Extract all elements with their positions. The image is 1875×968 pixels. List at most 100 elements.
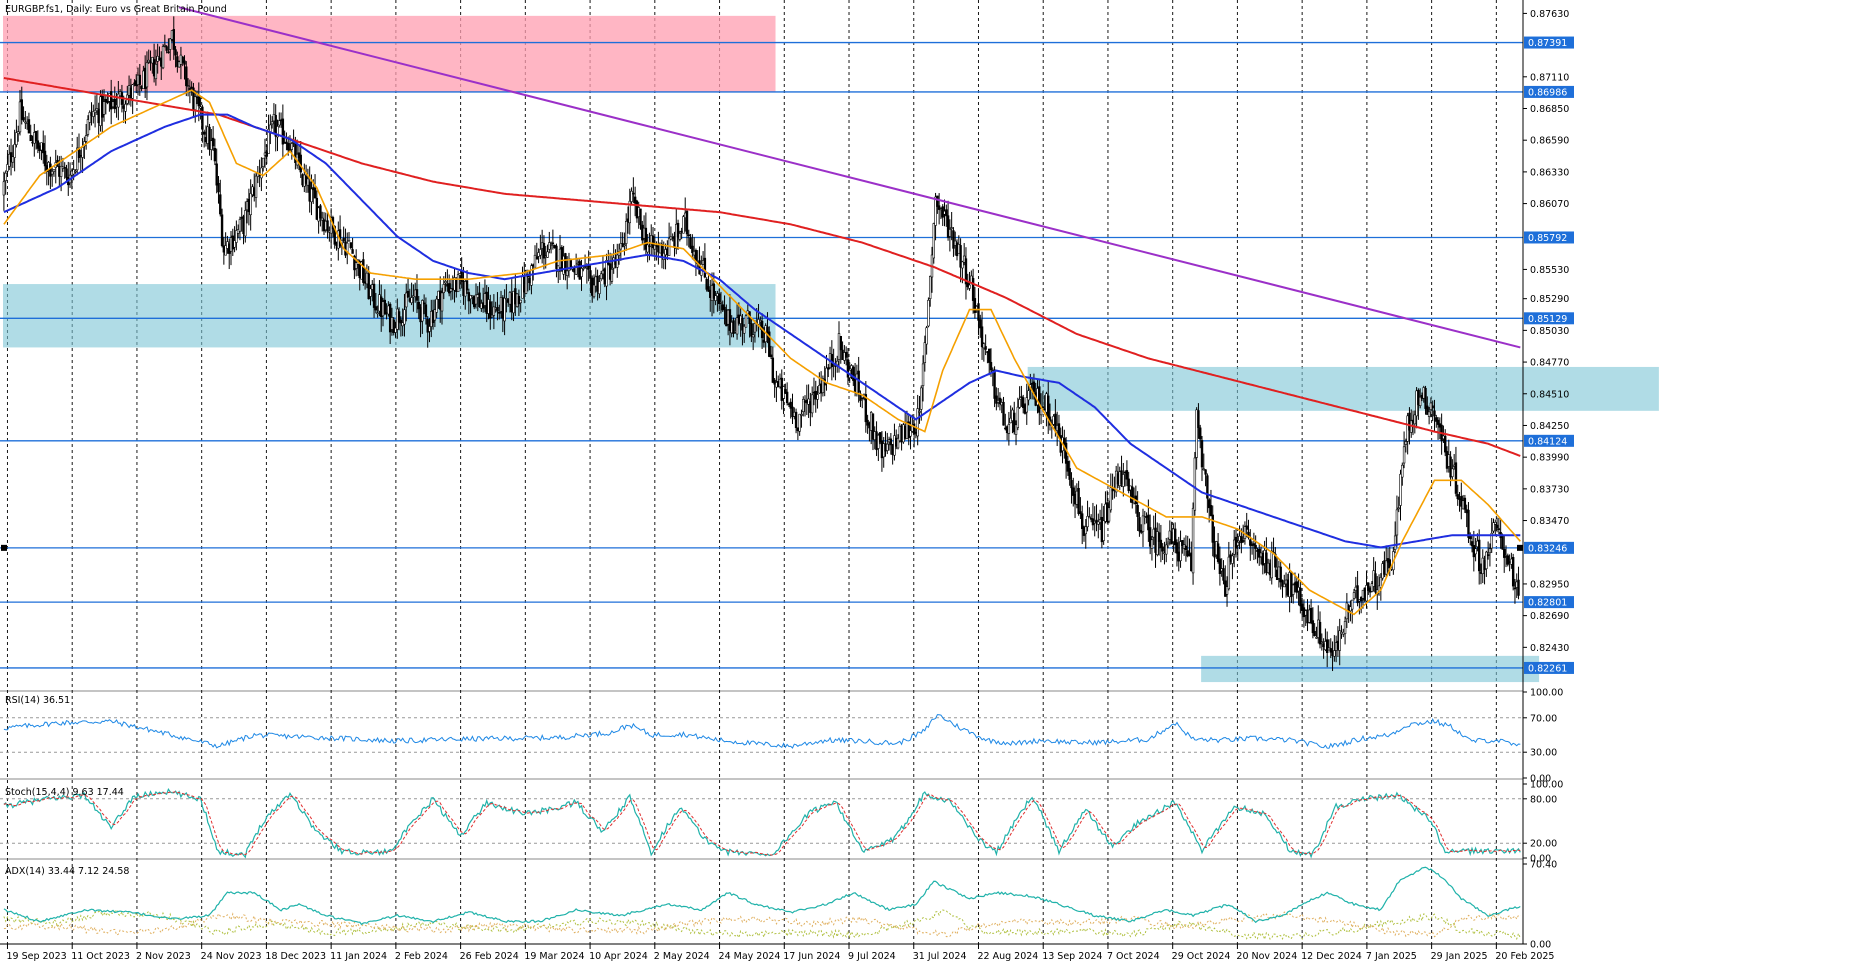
y-tick-label: 0.82690 — [1530, 611, 1569, 622]
candle-bull — [1485, 551, 1488, 570]
candle-bull — [918, 411, 921, 413]
candle-bear — [728, 309, 732, 331]
candle-bull — [1494, 521, 1497, 525]
candle-bear — [213, 147, 217, 162]
candle-bull — [592, 284, 596, 298]
candle-bull — [923, 342, 927, 363]
candle-bear — [65, 168, 68, 178]
y-tick-label: 0.84510 — [1530, 389, 1569, 400]
candle-bull — [925, 327, 928, 345]
candle-bear — [555, 245, 558, 269]
candle-bear — [1513, 587, 1517, 590]
y-tick-label: 0.87630 — [1530, 9, 1569, 20]
candle-bull — [440, 292, 444, 312]
candle-bull — [267, 129, 270, 154]
candle-bull — [1084, 526, 1087, 535]
level-price-label: 0.82261 — [1528, 663, 1567, 674]
candle-bear — [1313, 630, 1316, 637]
candle-bull — [524, 274, 528, 294]
candle-bear — [1359, 596, 1363, 602]
level-price-tag — [1524, 231, 1574, 244]
candle-bull — [539, 249, 542, 256]
candle-bull — [260, 167, 263, 179]
candle-bear — [1431, 405, 1434, 409]
x-tick-label: 7 Jan 2025 — [1366, 951, 1417, 962]
candle-bear — [794, 411, 798, 429]
candle-bull — [161, 46, 165, 69]
y-tick-label: 0.00 — [1530, 854, 1551, 865]
x-tick-label: 10 Apr 2024 — [589, 951, 648, 962]
candle-bull — [76, 147, 79, 171]
candle-bull — [238, 219, 242, 232]
support-zone — [1027, 366, 1659, 411]
candle-bull — [886, 443, 889, 451]
candle-bull — [982, 343, 986, 349]
candle-bull — [968, 284, 971, 289]
adx-line — [3, 866, 1521, 926]
candle-bear — [871, 413, 875, 440]
candle-bull — [920, 387, 923, 410]
candle-bull — [492, 306, 496, 316]
y-tick-label: 0.86850 — [1530, 104, 1569, 115]
candle-bear — [1254, 545, 1257, 549]
candle-bear — [587, 265, 590, 270]
candle-bear — [632, 192, 635, 195]
candle-bull — [1165, 544, 1168, 555]
stoch-main-line — [3, 788, 1521, 859]
candle-bull — [88, 112, 91, 123]
candle-bear — [27, 119, 31, 134]
candle-bear — [417, 301, 420, 310]
candle-bull — [743, 325, 746, 334]
candle-bull — [1236, 542, 1239, 546]
candle-bear — [1449, 456, 1452, 478]
candle-bear — [1157, 532, 1161, 542]
candle-bear — [964, 258, 968, 285]
candle-bull — [916, 408, 919, 437]
candle-bull — [169, 38, 172, 50]
candle-bull — [102, 101, 106, 115]
candle-bear — [644, 227, 648, 250]
candle-bull — [117, 93, 120, 108]
candle-bull — [233, 240, 236, 248]
trendline-line[interactable] — [178, 6, 1521, 349]
candle-bull — [598, 281, 601, 295]
candle-bear — [43, 150, 47, 167]
candle-bear — [1497, 528, 1501, 530]
candle-bear — [1467, 509, 1470, 538]
candle-bull — [310, 188, 313, 203]
candle-bear — [1161, 546, 1164, 552]
x-tick-label: 24 Nov 2023 — [201, 951, 262, 962]
candle-bear — [1501, 534, 1504, 550]
candle-bear — [998, 397, 1002, 405]
candle-bear — [785, 391, 789, 404]
candle-bear — [946, 215, 950, 238]
candle-bear — [383, 299, 386, 315]
candle-bear — [165, 46, 168, 51]
candle-bear — [691, 245, 694, 254]
candle-bear — [1072, 487, 1075, 496]
candle-bull — [290, 143, 293, 150]
candle-bull — [1107, 507, 1111, 522]
candle-bear — [1367, 582, 1370, 591]
resistance-zone — [3, 15, 776, 92]
level-price-tag — [1524, 434, 1574, 447]
candle-bear — [1456, 494, 1459, 500]
candle-bear — [689, 237, 692, 249]
candle-bull — [1492, 522, 1495, 532]
candle-bear — [1311, 620, 1315, 634]
candle-bull — [921, 363, 925, 387]
horizontal-levels[interactable] — [0, 41, 1523, 669]
candle-bull — [1393, 535, 1397, 550]
candle-bull — [249, 193, 252, 216]
candle-bull — [825, 367, 828, 384]
current-price-marker — [1517, 544, 1523, 551]
candle-bear — [397, 311, 401, 323]
candle-bull — [800, 414, 803, 416]
candle-bull — [4, 172, 7, 181]
x-tick-label: 29 Jan 2025 — [1431, 951, 1488, 962]
trendline[interactable] — [178, 6, 1521, 349]
candle-bull — [934, 196, 937, 226]
x-tick-label: 17 Jun 2024 — [783, 951, 840, 962]
